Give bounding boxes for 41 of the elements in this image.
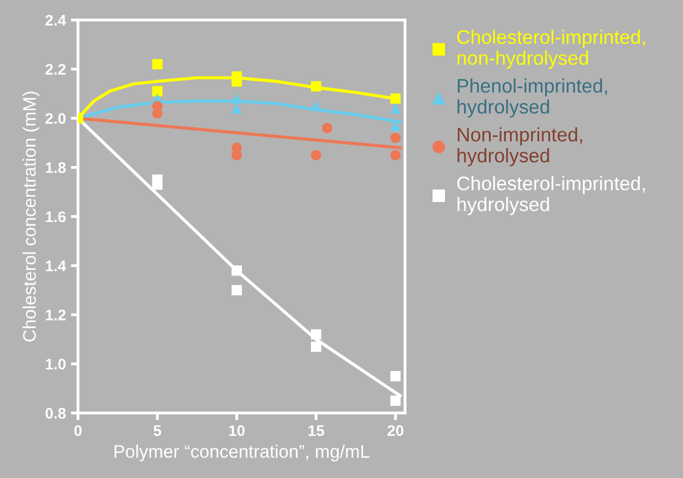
point	[310, 100, 322, 112]
point	[310, 150, 322, 160]
point	[152, 108, 163, 118]
x-tick-label: 10	[229, 425, 245, 436]
y-tick-label: 0.8	[46, 408, 66, 419]
x-tick-label: 20	[388, 425, 404, 436]
y-tick-label: 1.0	[46, 358, 66, 370]
legend-label: Cholesterol-imprinted, non-hydrolysed	[457, 30, 645, 69]
x-tick-label: 0	[74, 425, 82, 436]
legend-label: Non-imprinted, hydrolysed	[458, 127, 582, 166]
y-axis-title: Cholesterol concentration (mM)	[22, 92, 40, 342]
point	[390, 93, 401, 104]
point	[152, 59, 163, 70]
point	[390, 150, 401, 160]
point	[310, 342, 322, 352]
point	[390, 103, 401, 114]
point	[310, 81, 322, 92]
x-axis-title: Polymer “concentration”, mg/mL	[114, 444, 370, 462]
point	[390, 371, 401, 382]
y-tick-label: 1.4	[46, 260, 66, 272]
y-tick-label: 2.4	[45, 14, 66, 26]
point	[390, 396, 401, 406]
legend-label: Phenol-imprinted, hydrolysed	[458, 78, 607, 118]
point	[232, 285, 242, 296]
y-tick-label: 1.6	[46, 211, 66, 222]
point	[232, 103, 242, 114]
y-tick-label: 2.0	[45, 113, 66, 124]
x-tick-label: 15	[308, 425, 324, 436]
y-tick-label: 1.8	[46, 162, 66, 174]
point	[152, 179, 163, 190]
point	[232, 93, 242, 104]
x-tick-label: 5	[154, 425, 162, 436]
point	[322, 122, 332, 134]
point	[232, 265, 242, 276]
legend-label: Cholesterol-imprinted, hydrolysed	[457, 176, 645, 216]
point	[310, 329, 322, 340]
point	[152, 86, 163, 96]
point	[390, 132, 401, 144]
point	[232, 76, 242, 87]
y-tick-label: 2.2	[45, 64, 66, 75]
y-tick-label: 1.2	[46, 310, 66, 320]
